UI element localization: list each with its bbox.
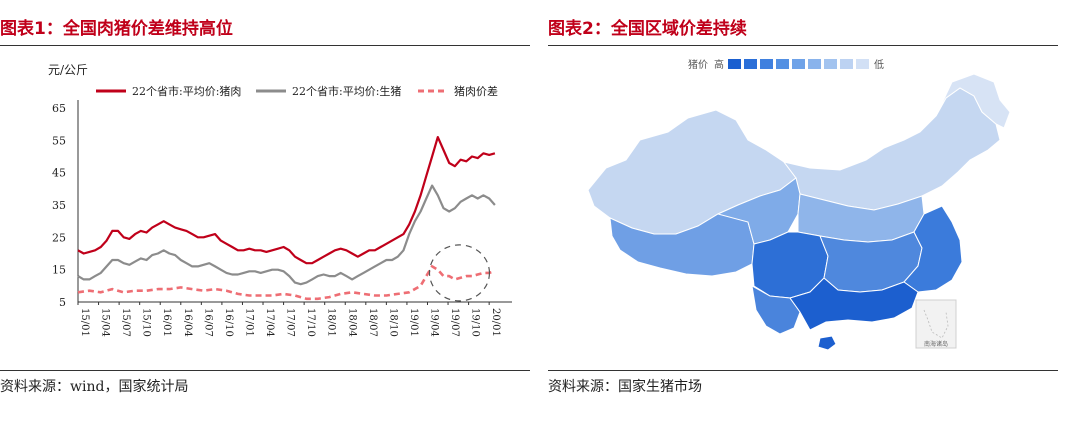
legend-label-2: 猪肉价差: [454, 84, 498, 98]
x-tick-label: 18/04: [346, 308, 357, 337]
x-tick-label: 16/07: [202, 308, 213, 337]
legend-swatch: [760, 59, 773, 69]
x-tick-label: 17/10: [305, 308, 316, 337]
chart2-title: 图表2：全国区域价差持续: [548, 19, 747, 39]
legend-label-1: 22个省市:平均价:生猪: [292, 84, 401, 98]
china-choropleth-map: 猪价 高 低 南海诸岛: [587, 58, 1011, 351]
series-line-0: [77, 136, 496, 265]
region-yunnan: [751, 285, 801, 335]
annotation-circle: [428, 244, 491, 302]
legend-swatch: [824, 59, 837, 69]
chart1-title: 图表1：全国肉猪价差维持高位: [0, 19, 233, 39]
y-tick-label: 5: [59, 296, 66, 309]
x-tick-label: 18/01: [326, 308, 337, 337]
map-legend: 猪价 高 低: [688, 58, 884, 71]
x-tick-label: 16/10: [223, 308, 234, 337]
chart2-source: 资料来源：国家生猪市场: [548, 379, 702, 395]
x-tick-label: 15/01: [79, 308, 90, 337]
chart1-top-rule: [0, 45, 530, 46]
x-tick-label: 19/04: [428, 308, 439, 337]
region-northeast: [935, 73, 1011, 129]
y-axis-label: 元/公斤: [48, 63, 88, 77]
map-legend-high: 高: [714, 58, 724, 71]
x-tick-label: 20/01: [490, 308, 501, 337]
legend-swatch: [744, 59, 757, 69]
x-tick-label: 16/04: [182, 308, 193, 337]
south-china-sea-inset: [915, 299, 957, 349]
x-tick-label: 15/07: [120, 308, 131, 337]
map-legend-label: 猪价: [688, 59, 708, 71]
chart2-top-rule: [548, 45, 1058, 46]
x-tick-label: 19/07: [449, 308, 460, 337]
x-tick-label: 17/07: [285, 308, 296, 337]
x-tick-label: 15/10: [141, 308, 152, 337]
y-tick-label: 35: [52, 199, 66, 212]
x-tick-label: 17/01: [243, 308, 254, 337]
panel-pork-price-spread: 图表1：全国肉猪价差维持高位 元/公斤 5 15 25 35 45 55 65 15/01 15/…: [0, 0, 530, 421]
legend-swatch: [776, 59, 789, 69]
chart1-bottom-rule: [0, 370, 530, 371]
x-tick-label: 15/04: [100, 308, 111, 337]
region-south: [789, 277, 919, 331]
legend-swatch: [792, 59, 805, 69]
chart1-source: 资料来源：wind，国家统计局: [0, 379, 189, 395]
series-line-1: [77, 184, 496, 286]
y-tick-label: 45: [52, 167, 66, 180]
y-tick-label: 65: [52, 102, 66, 115]
panel-regional-price-map: 图表2：全国区域价差持续 猪价 高 低 南海诸岛 资料来源：国家生猪市场: [548, 0, 1058, 421]
map-legend-low: 低: [874, 58, 884, 71]
series-line-2: [77, 265, 496, 301]
nine-dash-line: [923, 309, 949, 339]
south-china-sea-label: 南海诸岛: [924, 340, 948, 348]
x-tick-label: 19/01: [408, 308, 419, 337]
legend-swatch: [808, 59, 821, 69]
y-tick-label: 25: [52, 231, 66, 244]
x-tick-label: 16/01: [161, 308, 172, 337]
x-tick-label: 18/07: [367, 308, 378, 337]
x-tick-label: 19/10: [470, 308, 481, 337]
legend-swatch: [728, 59, 741, 69]
y-tick-label: 15: [52, 264, 66, 277]
chart2-bottom-rule: [548, 370, 1058, 371]
map-legend-swatches: [728, 59, 869, 69]
region-east: [903, 205, 963, 293]
x-tick-label: 17/04: [264, 308, 275, 337]
legend-label-0: 22个省市:平均价:猪肉: [132, 84, 241, 98]
x-tick-label: 18/10: [387, 308, 398, 337]
region-north: [782, 87, 1001, 211]
chart1-line-chart: 元/公斤 5 15 25 35 45 55 65 15/01 15/04 15/07 15/10 16/…: [48, 63, 512, 337]
y-tick-label: 55: [52, 134, 66, 147]
legend-swatch: [856, 59, 869, 69]
legend-swatch: [840, 59, 853, 69]
region-hainan: [817, 335, 837, 351]
